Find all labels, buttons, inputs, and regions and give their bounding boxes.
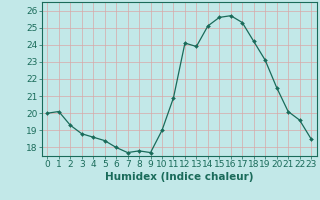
X-axis label: Humidex (Indice chaleur): Humidex (Indice chaleur) bbox=[105, 172, 253, 182]
